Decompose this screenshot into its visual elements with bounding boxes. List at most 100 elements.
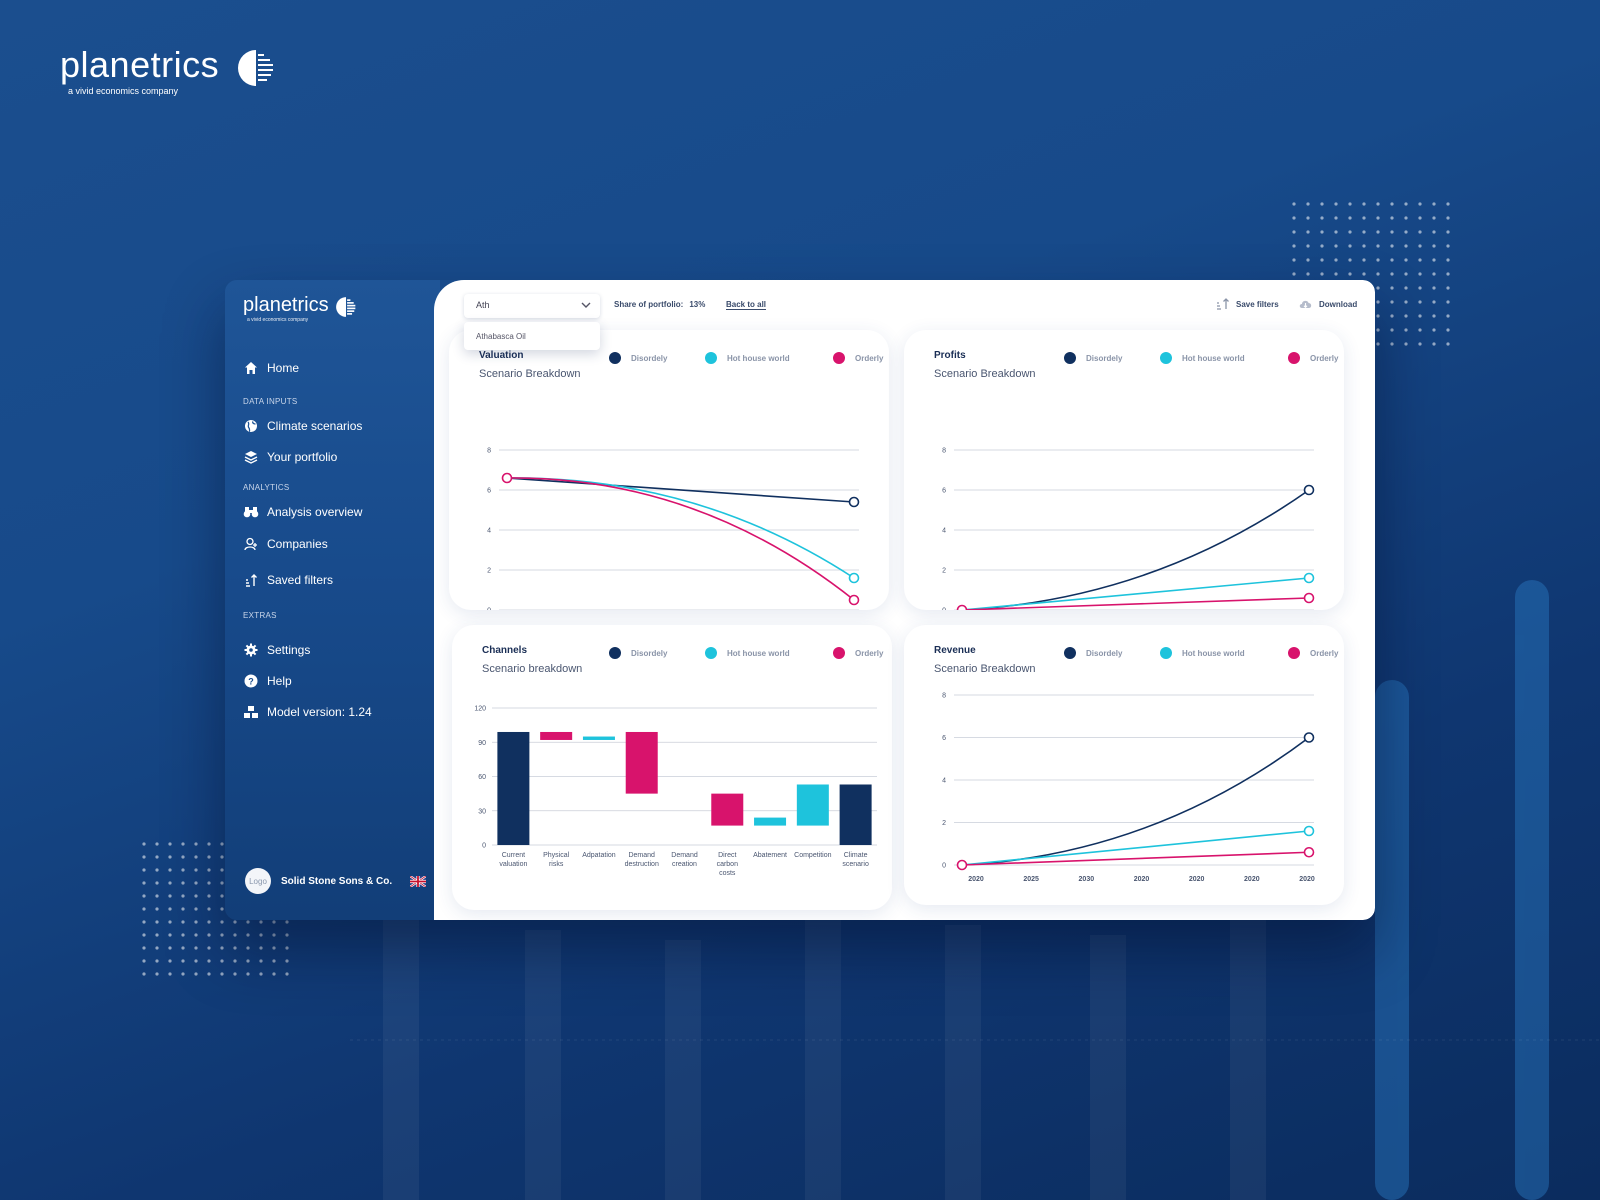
decor-dot [1334, 272, 1338, 276]
decor-dot [1390, 258, 1394, 262]
legend-dot [705, 352, 717, 364]
share-label: Share of portfolio: [614, 300, 684, 309]
legend-hothouse: Hot house world [705, 352, 790, 364]
decor-dot [220, 907, 224, 911]
decor-dot [233, 972, 237, 976]
decor-dot [207, 894, 211, 898]
nav-settings[interactable]: Settings [243, 642, 310, 658]
decor-dot [272, 933, 276, 937]
channels-card: Channels Scenario breakdown Disordely Ho… [452, 625, 892, 910]
legend-dot [1064, 352, 1076, 364]
decor-dot [194, 933, 198, 937]
decor-dot [181, 881, 185, 885]
dropdown-option[interactable]: Athabasca Oil [464, 322, 600, 350]
legend-hothouse: Hot house world [1160, 647, 1245, 659]
decor-dot [220, 855, 224, 859]
decor-dot [142, 920, 146, 924]
decor-dot [220, 868, 224, 872]
back-to-all-link[interactable]: Back to all [726, 300, 767, 310]
planetrics-logo-icon [336, 297, 356, 317]
decor-dot [1320, 272, 1324, 276]
uk-flag-icon[interactable] [410, 875, 427, 887]
brand-logo: planetrics a vivid economics company [60, 44, 273, 96]
waterfall-bar [796, 784, 829, 826]
decor-dot [259, 920, 263, 924]
legend-dot [609, 647, 621, 659]
company-switcher[interactable]: Logo Solid Stone Sons & Co. [245, 868, 427, 894]
decor-dot [1446, 216, 1450, 220]
series-line [506, 477, 855, 601]
decor-dot [155, 907, 159, 911]
waterfall-bar [711, 793, 744, 826]
series-line [961, 830, 1310, 866]
decor-dot [246, 959, 250, 963]
x-tick-label: Physical risks [543, 852, 570, 868]
x-tick-label: 2020 [1134, 876, 1150, 883]
company-select[interactable]: Ath [464, 294, 600, 318]
decor-dot [1348, 216, 1352, 220]
decor-dot [194, 946, 198, 950]
nav-help[interactable]: ? Help [243, 673, 292, 689]
decor-dot [1418, 216, 1422, 220]
brand-name: planetrics [60, 44, 220, 85]
legend-label: Disordely [1086, 353, 1123, 363]
decor-dot [142, 972, 146, 976]
nav-analysis-overview[interactable]: Analysis overview [243, 504, 362, 520]
nav-companies-label: Companies [267, 537, 328, 551]
help-icon: ? [243, 673, 259, 689]
decor-dot [233, 959, 237, 963]
series-line [961, 489, 1310, 610]
decor-dot [155, 894, 159, 898]
section-data-inputs: DATA INPUTS [243, 397, 298, 406]
legend-label: Disordely [631, 353, 668, 363]
decor-dot [1404, 272, 1408, 276]
nav-analysis-label: Analysis overview [267, 505, 363, 519]
waterfall-bar [497, 731, 530, 845]
decor-dot [1404, 300, 1408, 304]
download-button[interactable]: Download [1298, 298, 1357, 310]
series-end-point [848, 496, 860, 508]
decor-dot [181, 868, 185, 872]
nav-companies[interactable]: Companies [243, 536, 328, 552]
decor-dot [259, 959, 263, 963]
decor-dot [1404, 202, 1408, 206]
y-tick-label: 2 [942, 568, 946, 575]
decor-dot [181, 972, 185, 976]
y-tick-label: 4 [942, 778, 946, 785]
decor-dot [1446, 342, 1450, 346]
decor-dot [142, 894, 146, 898]
decor-dot [207, 933, 211, 937]
x-tick-label: 2020 [968, 876, 984, 883]
decor-dot [1446, 300, 1450, 304]
decor-dot [1404, 314, 1408, 318]
decor-dot [1376, 216, 1380, 220]
decor-dot [220, 842, 224, 846]
nav-saved-filters[interactable]: Saved filters [243, 572, 333, 588]
decor-dot [1292, 258, 1296, 262]
legend-orderly: Orderly [833, 352, 883, 364]
decor-dot [1334, 244, 1338, 248]
legend-disorderly: Disordely [1064, 352, 1122, 364]
save-filters-button[interactable]: Save filters [1216, 298, 1279, 310]
waterfall-bar [625, 731, 658, 794]
decor-dot [207, 920, 211, 924]
nav-your-portfolio[interactable]: Your portfolio [243, 449, 337, 465]
nav-climate-scenarios[interactable]: Climate scenarios [243, 418, 362, 434]
decor-dot [207, 855, 211, 859]
decor-dot [168, 946, 172, 950]
nav-help-label: Help [267, 674, 292, 688]
decor-dot [1418, 286, 1422, 290]
legend-dot [833, 647, 845, 659]
decor-dot [1376, 244, 1380, 248]
decor-dot [1376, 314, 1380, 318]
nav-home[interactable]: Home [243, 360, 299, 376]
series-line [961, 851, 1310, 866]
decor-dot [220, 972, 224, 976]
decor-dot [168, 894, 172, 898]
svg-text:?: ? [248, 677, 254, 687]
nav-model-version[interactable]: Model version: 1.24 [243, 704, 372, 720]
sidebar-brand[interactable]: planetrics a vivid economics company [243, 294, 356, 323]
decor-dot [194, 972, 198, 976]
decor-dot [259, 946, 263, 950]
